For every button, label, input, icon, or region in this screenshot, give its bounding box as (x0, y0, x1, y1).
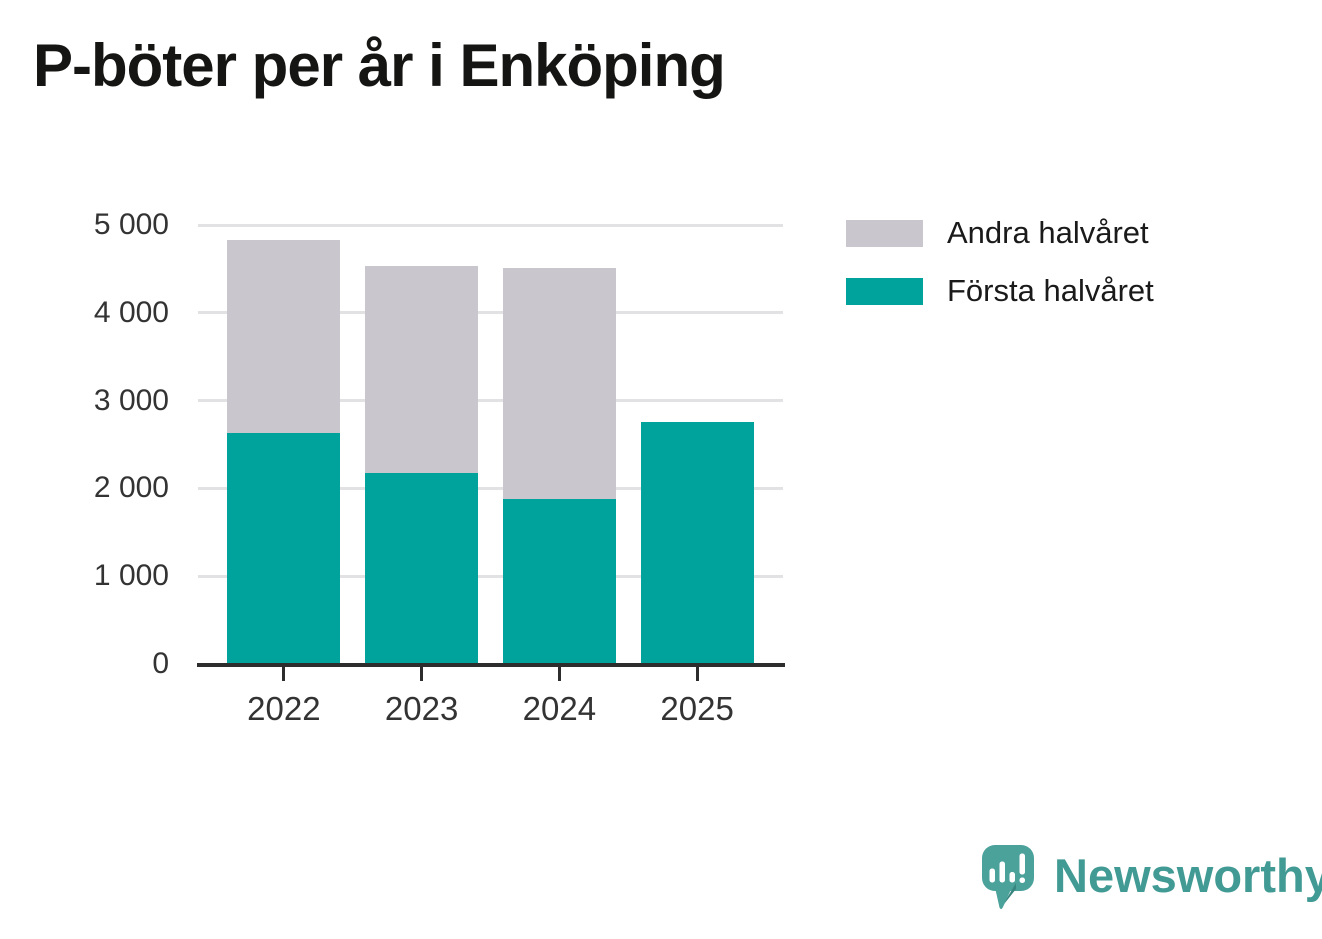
bar-2024-forsta-halvaret (502, 498, 616, 664)
y-tick-label-4000: 4 000 (93, 295, 169, 329)
bar-2022-forsta-halvaret (227, 433, 341, 664)
chart-title: P-böter per år i Enköping (33, 32, 726, 99)
x-axis-tick-2025 (695, 667, 699, 681)
y-tick-label-3000: 3 000 (93, 383, 169, 417)
bar-2024-andra-halvaret (502, 268, 616, 499)
x-axis-tick-2023 (420, 667, 424, 681)
legend-label-andra-halvaret: Andra halvåret (947, 215, 1149, 250)
gridline-3000 (198, 399, 783, 403)
gridline-2000 (198, 486, 783, 490)
gridline-5000 (198, 223, 783, 227)
y-tick-label-0: 0 (152, 647, 169, 680)
gridline-1000 (198, 574, 783, 578)
x-tick-label-2023: 2023 (384, 690, 459, 727)
x-tick-label-2024: 2024 (522, 690, 597, 727)
newsworthy-logo: Newsworthy (982, 845, 1322, 911)
newsworthy-wordmark: Newsworthy (1054, 849, 1322, 902)
newsworthy-logo-icon (982, 845, 1034, 910)
legend-swatch-forsta-halvaret (846, 277, 923, 305)
legend-row-andra-halvaret: Andra halvåret (846, 215, 1154, 251)
y-tick-label-5000: 5 000 (93, 208, 169, 241)
y-tick-label-2000: 2 000 (93, 471, 169, 505)
bar-2023-andra-halvaret (365, 266, 479, 474)
bar-2025-forsta-halvaret (640, 421, 754, 664)
x-axis-line (197, 663, 785, 667)
x-axis-tick-2022 (282, 667, 286, 681)
x-axis-tick-2024 (557, 667, 561, 681)
bar-2022-andra-halvaret (227, 239, 341, 434)
gridline-4000 (198, 311, 783, 315)
chart-legend: Andra halvåret Första halvåret (846, 215, 1154, 331)
legend-row-forsta-halvaret: Första halvåret (846, 273, 1154, 309)
y-tick-label-1000: 1 000 (93, 559, 169, 593)
x-tick-label-2025: 2025 (660, 690, 734, 727)
legend-label-forsta-halvaret: Första halvåret (947, 273, 1154, 308)
legend-swatch-andra-halvaret (846, 219, 923, 247)
x-tick-label-2022: 2022 (247, 690, 321, 727)
bar-2023-forsta-halvaret (365, 473, 479, 664)
